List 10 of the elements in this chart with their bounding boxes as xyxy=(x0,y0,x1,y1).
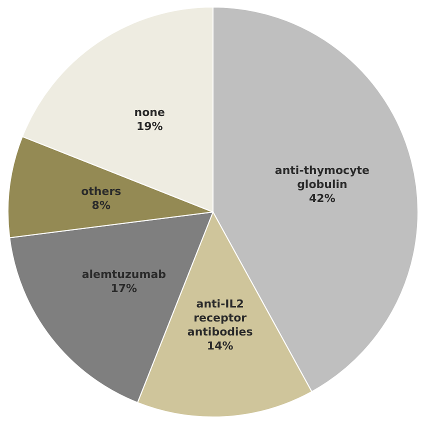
slice-label: anti-IL2 receptor antibodies xyxy=(187,297,254,338)
slice-label: anti-thymocyte globulin xyxy=(274,163,370,190)
slice-label: alemtuzumab xyxy=(82,268,166,281)
slice-label: others xyxy=(81,184,122,198)
data-label: 42% xyxy=(309,191,336,204)
data-label: 14% xyxy=(206,339,234,352)
data-label: 8% xyxy=(92,198,110,212)
data-label: 17% xyxy=(110,282,138,295)
slice-label: none xyxy=(134,105,165,118)
data-label: 19% xyxy=(136,119,163,132)
